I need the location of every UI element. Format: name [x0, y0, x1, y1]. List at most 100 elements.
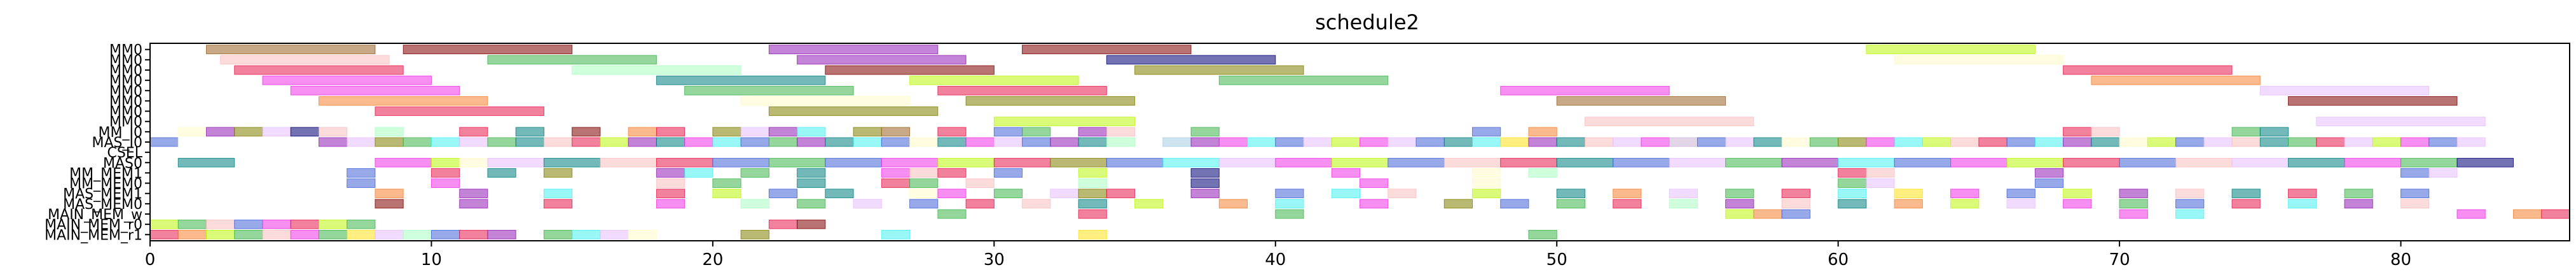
task-bar: [2119, 137, 2148, 147]
task-bar: [1190, 168, 1220, 178]
task-bar: [1218, 157, 1276, 168]
task-bar: [205, 229, 235, 240]
task-bar: [628, 127, 657, 137]
task-bar: [909, 137, 939, 147]
task-bar: [459, 199, 488, 209]
task-bar: [543, 229, 573, 240]
task-bar: [177, 137, 207, 147]
task-bar: [572, 229, 601, 240]
task-bar: [1078, 127, 1107, 137]
task-bar: [177, 157, 235, 168]
task-bar: [937, 189, 967, 199]
task-bar: [375, 127, 404, 137]
task-bar: [993, 127, 1023, 137]
task-bar: [740, 199, 769, 209]
task-bar: [600, 137, 629, 147]
task-bar: [459, 229, 488, 240]
task-bar: [262, 219, 291, 229]
task-bar: [1106, 55, 1276, 65]
task-bar: [993, 189, 1023, 199]
task-bar: [1331, 189, 1361, 199]
task-bar: [1360, 137, 1389, 147]
x-tick-label: 10: [421, 250, 442, 269]
task-bar: [430, 137, 460, 147]
task-bar: [487, 168, 516, 178]
task-bar: [290, 229, 319, 240]
task-bar: [1471, 127, 1501, 137]
task-bar: [656, 137, 685, 147]
task-bar: [1528, 229, 1557, 240]
task-bar: [2541, 209, 2570, 219]
task-bar: [430, 229, 460, 240]
task-bar: [825, 65, 995, 75]
y-tick-label: MM0: [109, 73, 142, 89]
task-bar: [768, 219, 798, 229]
task-bar: [375, 157, 432, 168]
task-bar: [1781, 209, 1810, 219]
task-bar: [1838, 189, 1867, 199]
task-bar: [1669, 189, 1698, 199]
y-tick-label: MAS_MEM0: [63, 197, 142, 213]
task-bar: [1838, 137, 1867, 147]
task-bar: [1556, 199, 1585, 209]
task-bar: [347, 229, 376, 240]
task-bar: [1978, 137, 2008, 147]
task-bar: [2344, 199, 2373, 209]
task-bar: [2006, 157, 2064, 168]
y-tick-label: MM0: [109, 94, 142, 110]
x-tick-label: 30: [984, 250, 1005, 269]
task-bar: [797, 127, 826, 137]
task-bar: [403, 45, 573, 55]
task-bar: [318, 127, 348, 137]
task-bar: [2344, 157, 2402, 168]
task-bar: [1415, 137, 1445, 147]
task-bar: [290, 127, 319, 137]
task-bar: [1471, 178, 1501, 188]
task-bar: [993, 168, 1023, 178]
task-bar: [909, 168, 939, 178]
y-tick-label: MAIN_MEM_w: [48, 207, 142, 223]
task-bar: [403, 137, 432, 147]
task-bar: [1331, 157, 1389, 168]
task-bar: [937, 137, 967, 147]
task-bar: [1697, 137, 1726, 147]
task-bar: [234, 127, 263, 137]
task-bar: [1275, 209, 1304, 219]
task-bar: [543, 168, 573, 178]
task-bar: [459, 189, 488, 199]
y-tick-label: MAS0: [103, 155, 142, 171]
task-bar: [712, 137, 741, 147]
task-bar: [712, 189, 741, 199]
y-tick-label: MAS_MEM1: [63, 187, 142, 203]
task-bar: [1500, 85, 1670, 96]
task-bar: [881, 168, 911, 178]
x-tick-label: 50: [1546, 250, 1567, 269]
y-tick-label: MM0: [109, 43, 142, 59]
task-bar: [1556, 157, 1614, 168]
task-bar: [881, 178, 911, 188]
task-bar: [318, 219, 348, 229]
task-bar: [430, 178, 460, 188]
task-bar: [937, 85, 1107, 96]
task-bar: [543, 157, 601, 168]
task-bar: [909, 199, 939, 209]
task-bar: [1725, 189, 1754, 199]
task-bar: [2006, 189, 2035, 199]
x-tick-label: 60: [1828, 250, 1849, 269]
task-bar: [656, 127, 685, 137]
task-bar: [600, 229, 629, 240]
task-bar: [2147, 137, 2177, 147]
task-bar: [684, 85, 854, 96]
task-bar: [1556, 96, 1726, 106]
task-bar: [543, 199, 573, 209]
y-tick-label: MM_MEM1: [69, 166, 142, 182]
task-bar: [1613, 189, 1642, 199]
task-bar: [965, 96, 1136, 106]
task-bar: [768, 106, 939, 116]
task-bar: [2456, 137, 2486, 147]
task-bar: [2175, 137, 2205, 147]
task-bar: [740, 137, 769, 147]
task-bar: [965, 178, 995, 188]
y-tick-label: CSEL: [107, 145, 143, 161]
task-bar: [797, 168, 826, 178]
